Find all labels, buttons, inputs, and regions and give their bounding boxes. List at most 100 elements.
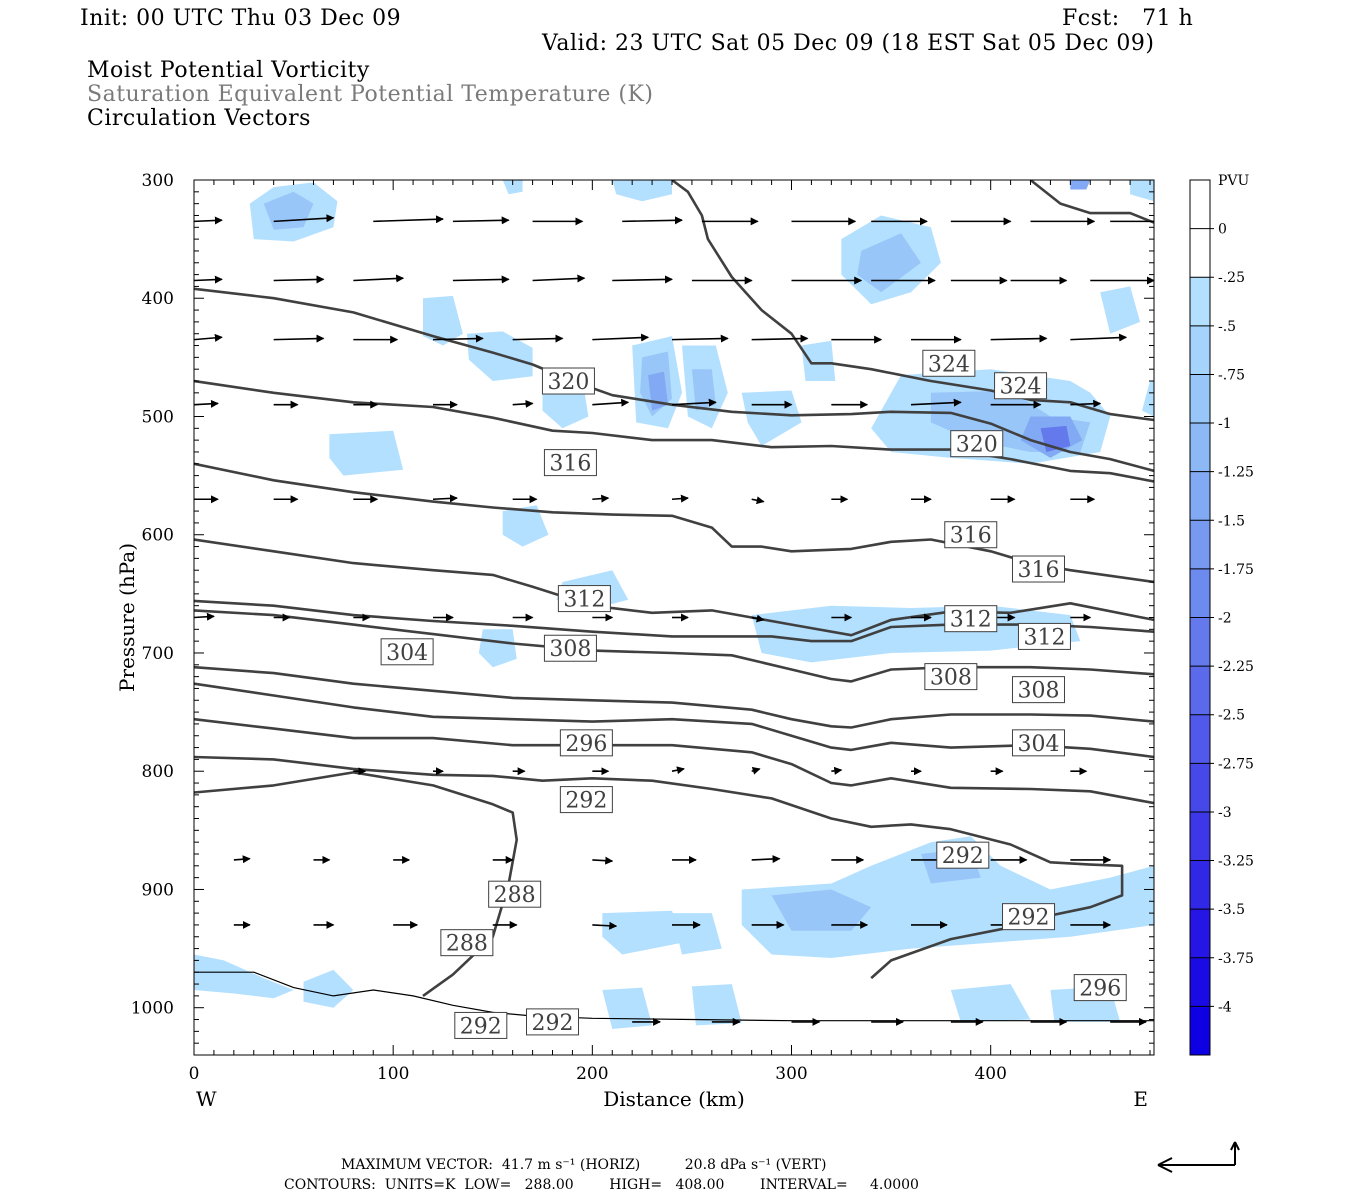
max-vector-line: MAXIMUM VECTOR: 41.7 m s⁻¹ (HORIZ) 20.8 … [341, 1157, 827, 1173]
contour-line-316 [194, 462, 1154, 584]
contour-label-box [440, 929, 494, 957]
colorbar-label: -3 [1218, 805, 1232, 821]
contour-label: 308 [1017, 679, 1059, 704]
mpv-region [466, 331, 533, 381]
colorbar-label: -1.75 [1218, 562, 1254, 578]
circulation-vector [194, 216, 223, 225]
x-tick-label: 400 [974, 1064, 1006, 1084]
colorbar-segment [1190, 325, 1210, 375]
contour-label: 292 [532, 1011, 574, 1036]
colorbar-segment [1190, 1006, 1210, 1056]
mpv-region [423, 295, 463, 346]
colorbar-segment [1190, 909, 1210, 959]
contour-line-304 [194, 665, 1154, 729]
contour-label-box [557, 585, 611, 613]
circulation-vector [751, 496, 765, 505]
contour-label: 316 [549, 452, 591, 477]
colorbar-label: -1.25 [1218, 465, 1254, 481]
colorbar-label: -3.5 [1218, 902, 1245, 918]
colorbar-label: -1 [1218, 416, 1232, 432]
y-tick-label: 800 [142, 762, 174, 782]
mpv-region [1142, 381, 1154, 417]
mpv-region [1130, 180, 1154, 202]
mpv-region [502, 180, 523, 195]
mpv-region [751, 605, 1081, 663]
contour-label: 316 [950, 524, 992, 549]
colorbar-title: PVU [1218, 173, 1250, 189]
contour-label: 292 [942, 844, 984, 869]
colorbar-label: -.25 [1218, 270, 1245, 286]
contour-line-320 [194, 379, 1154, 483]
circulation-vector [373, 215, 444, 224]
contour-label-box [944, 605, 998, 633]
forecast-hour-label: Fcst: 71 h [1062, 6, 1194, 31]
colorbar-label: 0 [1218, 222, 1227, 238]
colorbar-segment [1190, 180, 1210, 230]
circulation-vector [592, 921, 618, 930]
x-axis-title: Distance (km) [603, 1087, 745, 1111]
circulation-vector [273, 334, 325, 343]
colorbar-label: -4 [1218, 999, 1232, 1015]
colorbar-segment [1190, 471, 1210, 521]
contour-line-296 [194, 717, 1154, 805]
contour-label: 324 [1000, 375, 1042, 400]
mpv-region [857, 233, 921, 293]
circulation-vector [452, 216, 510, 225]
y-tick-label: 700 [142, 644, 174, 664]
contour-label-box [922, 349, 976, 377]
colorbar-segment [1190, 714, 1210, 764]
colorbar-segment [1190, 617, 1210, 667]
x-tick-label: 200 [576, 1064, 608, 1084]
terrain-line [194, 971, 1154, 1022]
colorbar-label: -3.75 [1218, 951, 1254, 967]
contour-label-box [380, 638, 434, 666]
contour-label-box [559, 729, 613, 757]
west-label: W [196, 1087, 217, 1111]
contour-label-box [1017, 622, 1071, 650]
contour-label: 304 [386, 641, 428, 666]
contour-labels: 320 316 324 324 320 316 316 312 312 312 308 304 308 3… [380, 349, 1127, 1039]
contour-label: 312 [1023, 625, 1065, 650]
contour-line-288 [194, 771, 519, 997]
contour-label-box [1011, 555, 1065, 583]
mpv-shading [194, 180, 1154, 1029]
mpv-region [950, 984, 1031, 1022]
contour-label-box [543, 634, 597, 662]
circulation-vector [751, 767, 761, 775]
mpv-region [741, 390, 802, 446]
contour-label-box [1002, 903, 1056, 931]
circulation-vector [353, 274, 405, 283]
contour-line-332 [1029, 180, 1154, 224]
contour-label-box [1011, 729, 1065, 757]
circulation-vector [671, 398, 717, 407]
contour-label: 308 [930, 666, 972, 691]
valid-time-label: Valid: 23 UTC Sat 05 Dec 09 (18 EST Sat … [542, 31, 1155, 56]
circulation-vector [432, 334, 484, 343]
colorbar-segment [1190, 277, 1210, 327]
contour-label: 296 [565, 732, 607, 757]
circulation-vectors [194, 214, 1154, 1026]
mpv-region [602, 987, 653, 1029]
circulation-vector [1070, 399, 1102, 408]
contour-label: 320 [547, 370, 589, 395]
mpv-region [602, 910, 682, 955]
contour-label-box [526, 1008, 580, 1036]
x-tick-label: 100 [377, 1064, 409, 1084]
field-title-theta-es: Saturation Equivalent Potential Temperat… [87, 82, 654, 107]
colorbar-label: -.5 [1218, 319, 1236, 335]
mpv-region [801, 340, 836, 381]
mpv-region [691, 369, 716, 411]
circulation-vector [592, 856, 614, 865]
mpv-region [329, 430, 404, 476]
circulation-vector [671, 334, 729, 343]
east-label: E [1133, 1087, 1148, 1111]
circulation-vector [233, 855, 251, 864]
contour-label-box [1073, 974, 1127, 1002]
contour-label-box [1011, 676, 1065, 704]
contour-label: 296 [1079, 977, 1121, 1002]
field-title-mpv: Moist Potential Vorticity [87, 58, 370, 83]
colorbar-label: -2 [1218, 611, 1232, 627]
circulation-vector [671, 494, 689, 503]
contour-label-box [936, 841, 990, 869]
